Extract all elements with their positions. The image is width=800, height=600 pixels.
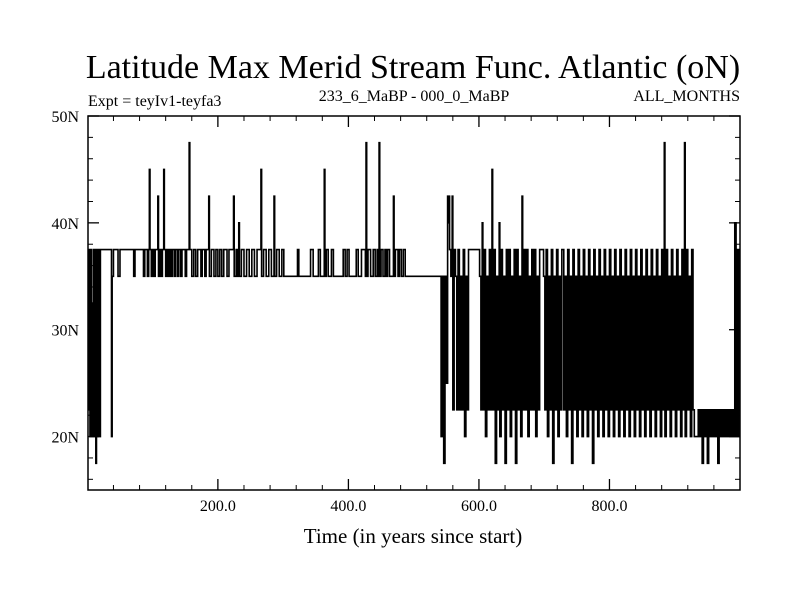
plot-area <box>88 141 740 465</box>
subtitle-left: Expt = teyIv1-teyfa3 <box>88 93 221 110</box>
axis-ticks <box>88 115 740 490</box>
x-tick-label: 800.0 <box>591 498 627 515</box>
y-tick-label: 30N <box>51 323 79 340</box>
y-tick-label: 20N <box>51 430 79 447</box>
x-tick-label: 200.0 <box>200 498 236 515</box>
plot-frame <box>87 115 741 491</box>
subtitle-right: ALL_MONTHS <box>633 88 740 105</box>
chart-title: Latitude Max Merid Stream Func. Atlantic… <box>86 49 740 86</box>
x-axis-label: Time (in years since start) <box>304 524 523 548</box>
x-tick-label: 600.0 <box>461 498 497 515</box>
series-line-latitude <box>88 141 740 465</box>
tick-labels: 200.0 400.0 600.0 800.0 20N 30N 40N 50N <box>51 109 627 515</box>
subtitle-center: 233_6_MaBP - 000_0_MaBP <box>319 88 510 105</box>
x-tick-label: 400.0 <box>330 498 366 515</box>
y-tick-label: 40N <box>51 216 79 233</box>
y-tick-label: 50N <box>51 109 79 126</box>
